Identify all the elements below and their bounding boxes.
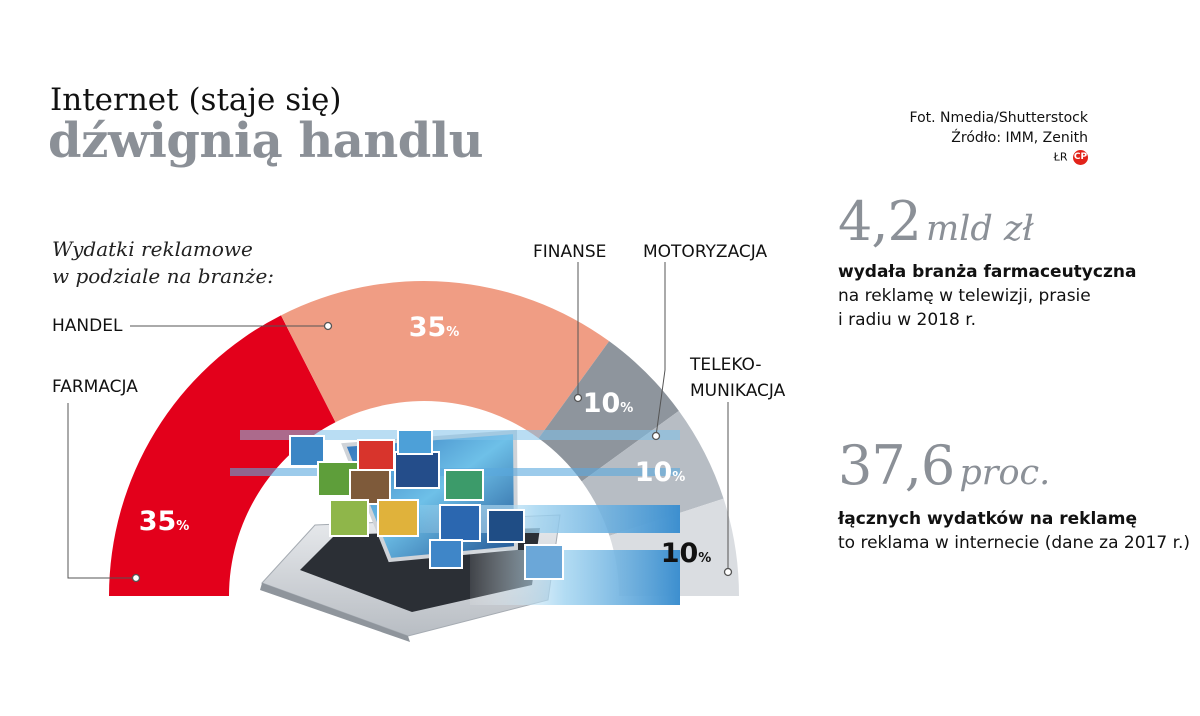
stat-1-line-2: na reklamę w telewizji, prasie	[838, 286, 1091, 306]
value-label-telekomunikacja: 10%	[661, 538, 712, 569]
chart-value-labels: 35% 35% 10% 10% 10%	[139, 312, 712, 569]
label-telekomunikacja: TELEKO- MUNIKACJA	[690, 352, 785, 404]
author-initials: ŁR	[1053, 150, 1068, 164]
photo-credit: Fot. Nmedia/Shutterstock	[909, 110, 1088, 126]
stat-1-description: wydała branża farmaceutyczna na reklamę …	[838, 260, 1136, 332]
label-handel: HANDEL	[52, 316, 123, 336]
value-label-handel: 35%	[409, 312, 460, 343]
stat-1-unit: mld zł	[925, 209, 1034, 249]
laptop-illustration	[230, 429, 680, 642]
stat-2-bold: łącznych wydatków na reklamę	[838, 509, 1137, 529]
author-credit: ŁR CP	[1054, 150, 1088, 165]
slice-handel	[280, 281, 610, 439]
dot-motoryzacja	[651, 431, 661, 441]
label-farmacja: FARMACJA	[52, 377, 138, 397]
label-telekomunikacja-line-1: TELEKO-	[690, 355, 762, 375]
title-line-1: Internet (staje się)	[50, 82, 342, 118]
dot-handel	[323, 321, 333, 331]
source-credit: Źródło: IMM, Zenith	[951, 130, 1088, 146]
stat-2-description: łącznych wydatków na reklamę to reklama …	[838, 507, 1190, 555]
dot-finanse	[573, 393, 583, 403]
value-label-motoryzacja: 10%	[635, 457, 686, 488]
value-label-farmacja: 35%	[139, 506, 190, 537]
dot-farmacja	[131, 573, 141, 583]
stat-2-line-2: to reklama w internecie (dane za 2017 r.…	[838, 533, 1191, 553]
stat-1-bold: wydała branża farmaceutyczna	[838, 262, 1137, 282]
slice-farmacja	[109, 315, 336, 596]
label-telekomunikacja-line-2: MUNIKACJA	[690, 381, 786, 401]
cp-logo: CP	[1073, 150, 1088, 165]
subtitle-line-1: Wydatki reklamowe	[52, 237, 253, 261]
leader-lines	[67, 262, 729, 579]
slice-finanse	[538, 341, 679, 482]
stat-2-headline: 37,6 proc.	[838, 434, 1050, 497]
stat-2-unit: proc.	[959, 453, 1051, 493]
title-line-2: dźwignią handlu	[48, 113, 483, 169]
stat-2-number: 37,6	[838, 434, 955, 497]
stat-1-line-3: i radiu w 2018 r.	[838, 310, 977, 330]
stat-1-headline: 4,2 mld zł	[838, 190, 1034, 253]
value-label-finanse: 10%	[583, 388, 634, 419]
leader-motoryzacja	[655, 262, 666, 437]
label-finanse: FINANSE	[533, 242, 607, 262]
dot-telekomunikacja	[723, 567, 733, 577]
stat-1-number: 4,2	[838, 190, 922, 253]
leader-farmacja	[67, 403, 136, 579]
leader-dots	[131, 321, 733, 583]
subtitle-line-2: w podziale na branże:	[52, 264, 275, 288]
label-motoryzacja: MOTORYZACJA	[643, 242, 768, 262]
chart-subtitle: Wydatki reklamowe w podziale na branże:	[52, 236, 274, 290]
